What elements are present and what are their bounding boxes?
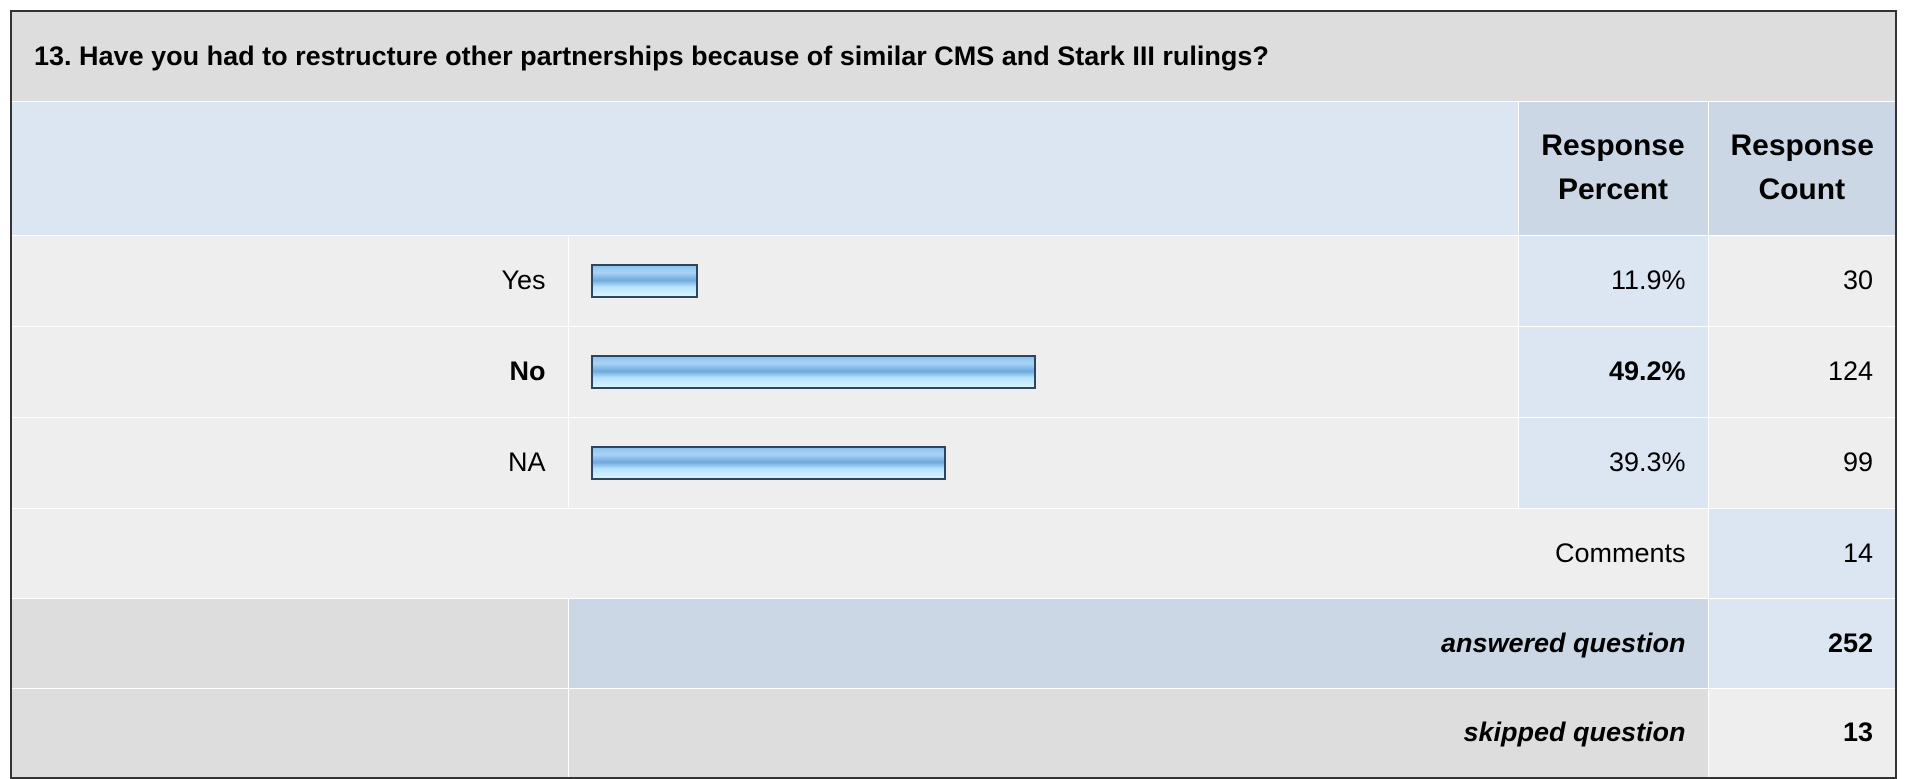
- answered-blank: [10, 597, 569, 689]
- answer-row-no: No 49.2% 124: [10, 325, 1897, 418]
- answer-label-no: No: [10, 325, 569, 418]
- skipped-row: skipped question 13: [10, 687, 1897, 779]
- comments-row: Comments 14: [10, 507, 1897, 599]
- comments-label: Comments: [10, 507, 1709, 599]
- skipped-question-label: skipped question: [567, 687, 1709, 779]
- bar-no: [590, 354, 1036, 389]
- percent-no: 49.2%: [1517, 325, 1709, 418]
- survey-results-table: 13. Have you had to restructure other pa…: [10, 10, 1898, 779]
- skipped-blank: [10, 687, 569, 779]
- count-yes: 30: [1707, 234, 1897, 327]
- answered-question-count: 252: [1707, 597, 1897, 689]
- skipped-question-count: 13: [1707, 687, 1897, 779]
- answer-row-na: NA 39.3% 99: [10, 416, 1897, 509]
- answered-row: answered question 252: [10, 597, 1897, 689]
- count-na: 99: [1707, 416, 1897, 509]
- question-title: 13. Have you had to restructure other pa…: [10, 10, 1897, 102]
- answer-row-yes: Yes 11.9% 30: [10, 234, 1897, 327]
- response-count-header-line1: Response: [1730, 129, 1874, 162]
- response-percent-header-line1: Response: [1541, 129, 1685, 162]
- response-percent-header-line2: Percent: [1557, 173, 1669, 206]
- response-count-header: Response Count: [1707, 100, 1897, 236]
- response-percent-header: Response Percent: [1517, 100, 1709, 236]
- bar-yes: [590, 263, 699, 298]
- count-no: 124: [1707, 325, 1897, 418]
- bar-cell-yes: [567, 234, 1519, 327]
- bar-na: [590, 445, 947, 480]
- percent-na: 39.3%: [1517, 416, 1709, 509]
- answer-label-na: NA: [10, 416, 569, 509]
- response-count-header-line2: Count: [1758, 173, 1846, 206]
- answer-label-yes: Yes: [10, 234, 569, 327]
- answered-question-label: answered question: [567, 597, 1709, 689]
- bar-cell-na: [567, 416, 1519, 509]
- comments-count: 14: [1707, 507, 1897, 599]
- header-blank: [10, 100, 1519, 236]
- bar-cell-no: [567, 325, 1519, 418]
- percent-yes: 11.9%: [1517, 234, 1709, 327]
